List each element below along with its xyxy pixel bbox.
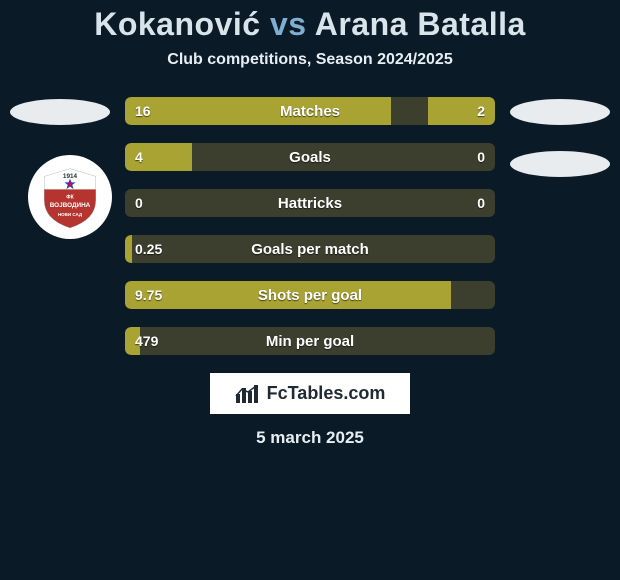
page-title: Kokanović vs Arana Batalla [0, 0, 620, 43]
stat-label: Hattricks [125, 189, 495, 217]
svg-text:1914: 1914 [63, 173, 78, 180]
stat-label: Goals per match [125, 235, 495, 263]
comparison-card: Kokanović vs Arana Batalla Club competit… [0, 0, 620, 580]
stat-row: 9.75Shots per goal [125, 281, 495, 309]
player-right-club-placeholder [510, 151, 610, 177]
stat-row: 162Matches [125, 97, 495, 125]
stat-label: Matches [125, 97, 495, 125]
vojvodina-crest-icon: 1914 ФК ВОЈВОДИНА НОВИ САД [38, 165, 102, 229]
stat-row: 0.25Goals per match [125, 235, 495, 263]
stat-row: 479Min per goal [125, 327, 495, 355]
svg-text:ВОЈВОДИНА: ВОЈВОДИНА [50, 202, 91, 209]
svg-text:ФК: ФК [66, 194, 74, 200]
vs-text: vs [270, 6, 307, 42]
player-right-photo-placeholder [510, 99, 610, 125]
stat-row: 40Goals [125, 143, 495, 171]
stats-bar-list: 162Matches 40Goals 00Hattricks 0.25Goals pe… [125, 97, 495, 355]
content-stage: 1914 ФК ВОЈВОДИНА НОВИ САД 162Matches 40G… [0, 97, 620, 448]
svg-text:НОВИ САД: НОВИ САД [58, 212, 83, 217]
stat-label: Shots per goal [125, 281, 495, 309]
player-left-club-badge: 1914 ФК ВОЈВОДИНА НОВИ САД [28, 155, 112, 239]
stat-label: Min per goal [125, 327, 495, 355]
fctables-logo-text: FcTables.com [267, 383, 386, 404]
stat-label: Goals [125, 143, 495, 171]
fctables-logo: FcTables.com [210, 373, 410, 414]
player-left-name: Kokanović [94, 6, 260, 42]
player-left-photo-placeholder [10, 99, 110, 125]
stat-row: 00Hattricks [125, 189, 495, 217]
player-right-name: Arana Batalla [315, 6, 526, 42]
date-text: 5 march 2025 [0, 428, 620, 448]
bar-chart-icon [235, 384, 261, 404]
subtitle: Club competitions, Season 2024/2025 [0, 51, 620, 69]
